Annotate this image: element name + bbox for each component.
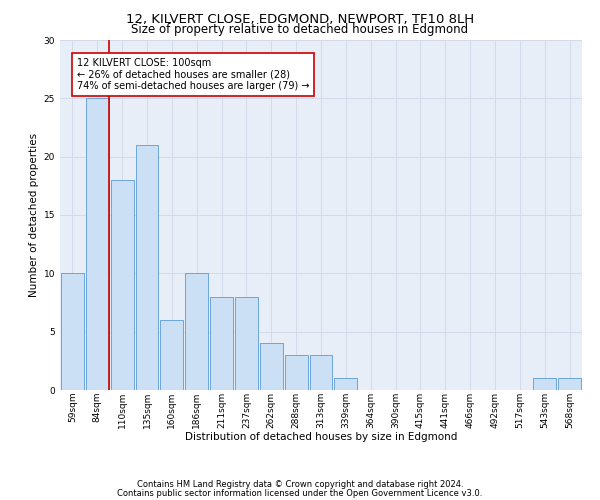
Y-axis label: Number of detached properties: Number of detached properties — [29, 133, 40, 297]
Bar — [136, 145, 158, 390]
Bar — [558, 378, 581, 390]
Bar — [310, 355, 332, 390]
Bar — [260, 344, 283, 390]
Text: 12 KILVERT CLOSE: 100sqm
← 26% of detached houses are smaller (28)
74% of semi-d: 12 KILVERT CLOSE: 100sqm ← 26% of detach… — [77, 58, 310, 90]
Bar — [334, 378, 357, 390]
Text: 12, KILVERT CLOSE, EDGMOND, NEWPORT, TF10 8LH: 12, KILVERT CLOSE, EDGMOND, NEWPORT, TF1… — [126, 12, 474, 26]
Bar — [235, 296, 258, 390]
Bar — [61, 274, 84, 390]
X-axis label: Distribution of detached houses by size in Edgmond: Distribution of detached houses by size … — [185, 432, 457, 442]
Text: Contains HM Land Registry data © Crown copyright and database right 2024.: Contains HM Land Registry data © Crown c… — [137, 480, 463, 489]
Bar — [160, 320, 183, 390]
Bar — [86, 98, 109, 390]
Text: Size of property relative to detached houses in Edgmond: Size of property relative to detached ho… — [131, 22, 469, 36]
Bar — [210, 296, 233, 390]
Bar — [285, 355, 308, 390]
Text: Contains public sector information licensed under the Open Government Licence v3: Contains public sector information licen… — [118, 488, 482, 498]
Bar — [185, 274, 208, 390]
Bar — [111, 180, 134, 390]
Bar — [533, 378, 556, 390]
